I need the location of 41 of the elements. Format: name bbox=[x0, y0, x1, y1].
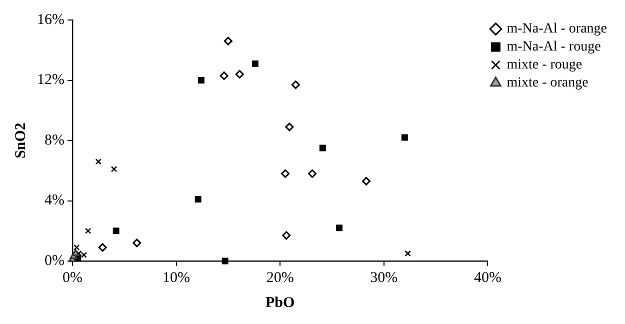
x-tick-label: 30% bbox=[370, 270, 398, 286]
point bbox=[98, 243, 107, 252]
point bbox=[80, 252, 88, 258]
point bbox=[132, 238, 142, 248]
point bbox=[224, 36, 232, 46]
x-tick-label: 40% bbox=[474, 270, 502, 286]
point bbox=[291, 80, 300, 90]
x-tick-label: 20% bbox=[266, 270, 294, 286]
point bbox=[220, 71, 228, 80]
x-tick-label: 0% bbox=[62, 270, 82, 286]
point bbox=[252, 60, 258, 67]
legend-label: m-Na-Al - rouge bbox=[506, 40, 601, 55]
y-axis-title: SnO2 bbox=[12, 122, 29, 158]
y-tick-label: 0% bbox=[44, 252, 64, 269]
y-tick-label: 8% bbox=[44, 132, 64, 148]
legend-label: mixte - orange bbox=[506, 76, 588, 91]
point bbox=[281, 169, 290, 178]
point bbox=[84, 228, 92, 234]
point bbox=[336, 224, 342, 232]
point bbox=[404, 250, 411, 257]
legend-label: m-Na-Al - orange bbox=[506, 22, 608, 37]
point bbox=[95, 158, 102, 165]
point bbox=[222, 258, 228, 264]
legend-label: mixte - rouge bbox=[506, 58, 582, 73]
point bbox=[72, 249, 80, 256]
point bbox=[308, 169, 317, 178]
point bbox=[282, 231, 291, 240]
y-tick-label: 12% bbox=[36, 72, 64, 88]
y-tick-label: 16% bbox=[36, 12, 64, 28]
point bbox=[285, 122, 294, 132]
x-axis-title: PbO bbox=[266, 294, 295, 311]
x-tick-label: 10% bbox=[162, 270, 190, 286]
point bbox=[112, 228, 120, 234]
point bbox=[194, 196, 202, 202]
point bbox=[319, 144, 326, 152]
point bbox=[362, 176, 371, 186]
y-tick-label: 4% bbox=[44, 192, 64, 209]
point bbox=[198, 77, 204, 84]
point bbox=[235, 70, 244, 78]
point bbox=[110, 166, 118, 172]
point bbox=[401, 134, 408, 141]
